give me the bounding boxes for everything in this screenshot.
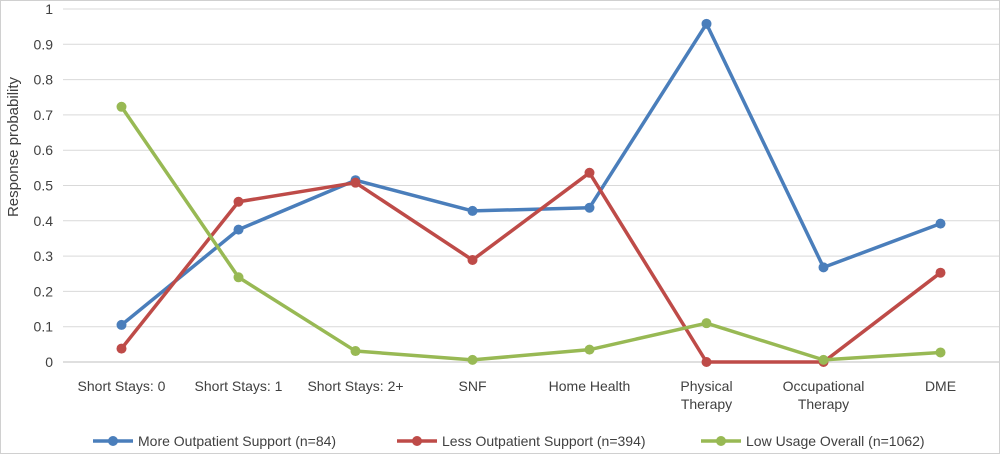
y-tick-label: 0.5 <box>34 178 54 194</box>
series-1 <box>116 167 946 367</box>
data-point <box>116 101 127 112</box>
grid-lines <box>63 8 999 363</box>
series-group <box>116 18 946 367</box>
legend-label: More Outpatient Support (n=84) <box>138 433 336 449</box>
legend-item-0: More Outpatient Support (n=84) <box>93 433 336 449</box>
data-point <box>233 224 244 235</box>
y-tick-label: 0.2 <box>34 283 54 299</box>
x-tick-label-line: Short Stays: 2+ <box>307 378 403 394</box>
data-point <box>467 254 478 265</box>
series-0 <box>116 18 946 330</box>
data-point <box>584 344 595 355</box>
x-tick-label-line: Short Stays: 1 <box>195 378 283 394</box>
y-tick-label: 0.6 <box>34 142 54 158</box>
x-tick-label: SNF <box>459 378 487 394</box>
data-point <box>584 167 595 178</box>
x-tick-label-line: Short Stays: 0 <box>78 378 166 394</box>
legend-item-1: Less Outpatient Support (n=394) <box>397 433 646 449</box>
data-point <box>818 354 829 365</box>
data-point <box>467 205 478 216</box>
data-point <box>701 318 712 329</box>
x-tick-label-line: Occupational <box>783 378 865 394</box>
x-tick-label: Home Health <box>549 378 631 394</box>
y-tick-label: 0.1 <box>34 319 54 335</box>
x-tick-label: Short Stays: 2+ <box>307 378 403 394</box>
data-point <box>935 347 946 358</box>
series-2 <box>116 101 946 365</box>
data-point <box>935 218 946 229</box>
data-point <box>818 262 829 273</box>
legend-swatch-marker <box>108 436 118 446</box>
x-axis-ticks: Short Stays: 0 Short Stays: 1 Short Stays:… <box>78 378 957 412</box>
data-point <box>116 319 127 330</box>
x-tick-label-line: Therapy <box>798 396 849 412</box>
y-tick-label: 0 <box>45 354 53 370</box>
data-point <box>584 202 595 213</box>
legend: More Outpatient Support (n=84) Less Outpa… <box>93 433 925 449</box>
y-axis-ticks: 0 0.1 0.2 0.3 0.4 0.5 0.6 0.7 0.8 0.9 1 <box>34 1 54 370</box>
y-tick-label: 0.8 <box>34 72 54 88</box>
x-tick-label-line: Home Health <box>549 378 631 394</box>
x-tick-label: Short Stays: 1 <box>195 378 283 394</box>
x-tick-label-line: DME <box>925 378 956 394</box>
data-point <box>350 177 361 188</box>
x-tick-label: Short Stays: 0 <box>78 378 166 394</box>
x-tick-label: Physical Therapy <box>680 378 732 412</box>
legend-label: Less Outpatient Support (n=394) <box>442 433 646 449</box>
data-point <box>701 18 712 29</box>
legend-label: Low Usage Overall (n=1062) <box>746 433 925 449</box>
data-point <box>233 272 244 283</box>
y-tick-label: 1 <box>45 1 53 17</box>
legend-swatch-marker <box>716 436 726 446</box>
y-tick-label: 0.3 <box>34 248 54 264</box>
y-tick-label: 0.4 <box>34 213 54 229</box>
series-line <box>119 22 943 327</box>
series-line <box>119 105 943 362</box>
data-point <box>701 357 712 367</box>
y-tick-label: 0.9 <box>34 36 54 52</box>
data-point <box>935 267 946 278</box>
legend-item-2: Low Usage Overall (n=1062) <box>701 433 925 449</box>
legend-swatch-marker <box>412 436 422 446</box>
y-tick-label: 0.7 <box>34 107 54 123</box>
data-point <box>350 346 361 357</box>
x-tick-label-line: SNF <box>459 378 487 394</box>
x-tick-label: DME <box>925 378 956 394</box>
series-line <box>119 171 943 364</box>
y-axis-label: Response probability <box>5 76 22 217</box>
x-tick-label-line: Therapy <box>681 396 732 412</box>
x-tick-label: Occupational Therapy <box>783 378 865 412</box>
x-tick-label-line: Physical <box>680 378 732 394</box>
data-point <box>116 343 127 354</box>
data-point <box>233 196 244 207</box>
data-point <box>467 354 478 365</box>
